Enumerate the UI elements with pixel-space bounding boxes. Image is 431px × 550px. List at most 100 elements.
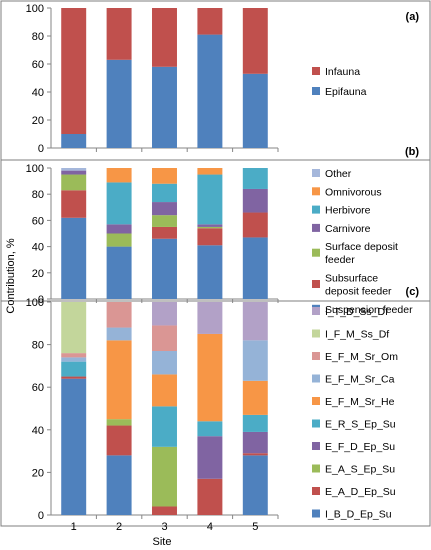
bar-segment <box>197 168 223 175</box>
legend-swatch <box>312 397 320 405</box>
bar-segment <box>242 455 268 515</box>
legend-swatch <box>312 509 320 518</box>
bar-segment <box>61 134 87 148</box>
bar-segment <box>106 419 132 426</box>
bar-segment <box>61 378 87 515</box>
y-tick-label: 40 <box>32 87 44 99</box>
legend-label: feeder <box>325 254 355 266</box>
figure-frame <box>0 0 431 527</box>
legend-label: E_R_S_Ep_Su <box>325 419 396 431</box>
bar-segment <box>106 425 132 456</box>
bar-segment <box>152 168 177 184</box>
legend-swatch <box>312 419 320 428</box>
bar-segment <box>61 361 87 377</box>
panel-c: 0 20 40 60 80 100 1 2 3 4 5 (c) I_T_D_Ss_Df I_F_M_Ss_… <box>26 286 420 533</box>
bar-segment <box>61 168 87 171</box>
bar-segment <box>197 228 223 246</box>
y-tick-label: 80 <box>32 31 44 43</box>
bar-segment <box>242 73 268 148</box>
bar-segment <box>242 340 268 381</box>
legend-swatch <box>312 87 320 95</box>
legend-swatch <box>312 442 320 450</box>
legend-label: Omnivorous <box>325 186 382 198</box>
legend-swatch <box>312 280 320 288</box>
bar-segment <box>197 34 223 148</box>
bar-segment <box>152 238 177 299</box>
bar-segment <box>106 233 132 247</box>
legend-swatch <box>312 487 320 495</box>
bar-segment <box>152 506 177 515</box>
bar-segment <box>152 8 177 67</box>
bar-segment <box>106 246 132 299</box>
y-tick-label: 20 <box>32 467 44 479</box>
y-tick-label: 0 <box>38 510 44 522</box>
bar-segment <box>106 8 132 60</box>
panel-label: (b) <box>405 146 419 158</box>
bar-segment <box>152 374 177 407</box>
y-axis-title: Contribution, % <box>5 238 17 313</box>
bar-segment <box>61 302 87 354</box>
legend-swatch <box>312 248 320 257</box>
bar-segment <box>197 436 223 479</box>
y-tick-label: 100 <box>26 297 44 309</box>
bar-segment <box>61 8 87 134</box>
legend-swatch <box>312 352 320 360</box>
y-tick-label: 40 <box>32 425 44 437</box>
bar-segment <box>61 174 87 191</box>
y-tick-label: 60 <box>32 382 44 394</box>
x-tick-label: 1 <box>71 521 77 533</box>
y-tick-label: 20 <box>32 115 44 127</box>
bar-segment <box>197 421 223 437</box>
legend-swatch <box>312 67 320 75</box>
bar-segment <box>197 224 223 227</box>
legend-label: E_F_M_Sr_He <box>325 396 395 408</box>
y-tick-label: 0 <box>38 294 44 306</box>
bar-segment <box>61 217 87 299</box>
bar-segment <box>61 170 87 175</box>
legend-swatch <box>312 329 320 338</box>
legend-label: E_F_M_Sr_Ca <box>325 374 395 386</box>
legend-label: E_A_S_Ep_Su <box>325 464 395 476</box>
bar-segment <box>106 302 132 328</box>
y-tick-label: 20 <box>32 268 44 280</box>
y-tick-label: 60 <box>32 59 44 71</box>
y-tick-label: 80 <box>32 340 44 352</box>
bar-segment <box>197 333 223 422</box>
bar-segment <box>106 327 132 341</box>
bar-segment <box>152 226 177 239</box>
legend-label: Carnivore <box>325 223 371 235</box>
bar-segment <box>152 406 177 447</box>
y-tick-label: 60 <box>32 215 44 227</box>
bar-segment <box>242 453 268 456</box>
legend-label: I_T_D_Ss_Df <box>325 306 388 318</box>
bar-segment <box>106 59 132 148</box>
y-tick-label: 0 <box>38 143 44 155</box>
panel-label: (c) <box>406 286 420 298</box>
bar-segment <box>242 380 268 415</box>
x-tick-label: 3 <box>161 521 167 533</box>
legend-swatch <box>312 464 320 473</box>
legend-swatch <box>312 205 320 214</box>
bar-segment <box>197 302 223 334</box>
x-tick-label: 5 <box>252 521 258 533</box>
legend-swatch <box>312 374 320 383</box>
legend-swatch <box>312 169 320 177</box>
bar-segment <box>197 226 223 229</box>
y-tick-label: 100 <box>26 163 44 175</box>
panel-b: 0 20 40 60 80 100 (b) Other Omnivorous Herbivore C… <box>26 146 420 316</box>
legend-swatch <box>312 187 320 196</box>
legend-label: deposit feeder <box>325 286 392 298</box>
bar-segment <box>152 325 177 351</box>
bar-segment <box>242 414 268 432</box>
x-axis-title: Site <box>153 536 172 548</box>
legend-label: E_F_M_Sr_Om <box>325 351 398 363</box>
bar-segment <box>242 168 268 189</box>
legend-label: Subsurface <box>325 273 378 285</box>
legend-label: I_F_M_Ss_Df <box>325 329 389 341</box>
bar-segment <box>242 188 268 213</box>
bar-segment <box>197 8 223 35</box>
bar-segment <box>106 168 132 183</box>
panel-label: (a) <box>406 11 420 23</box>
legend-label: Infauna <box>325 66 360 78</box>
bar-segment <box>61 357 87 362</box>
